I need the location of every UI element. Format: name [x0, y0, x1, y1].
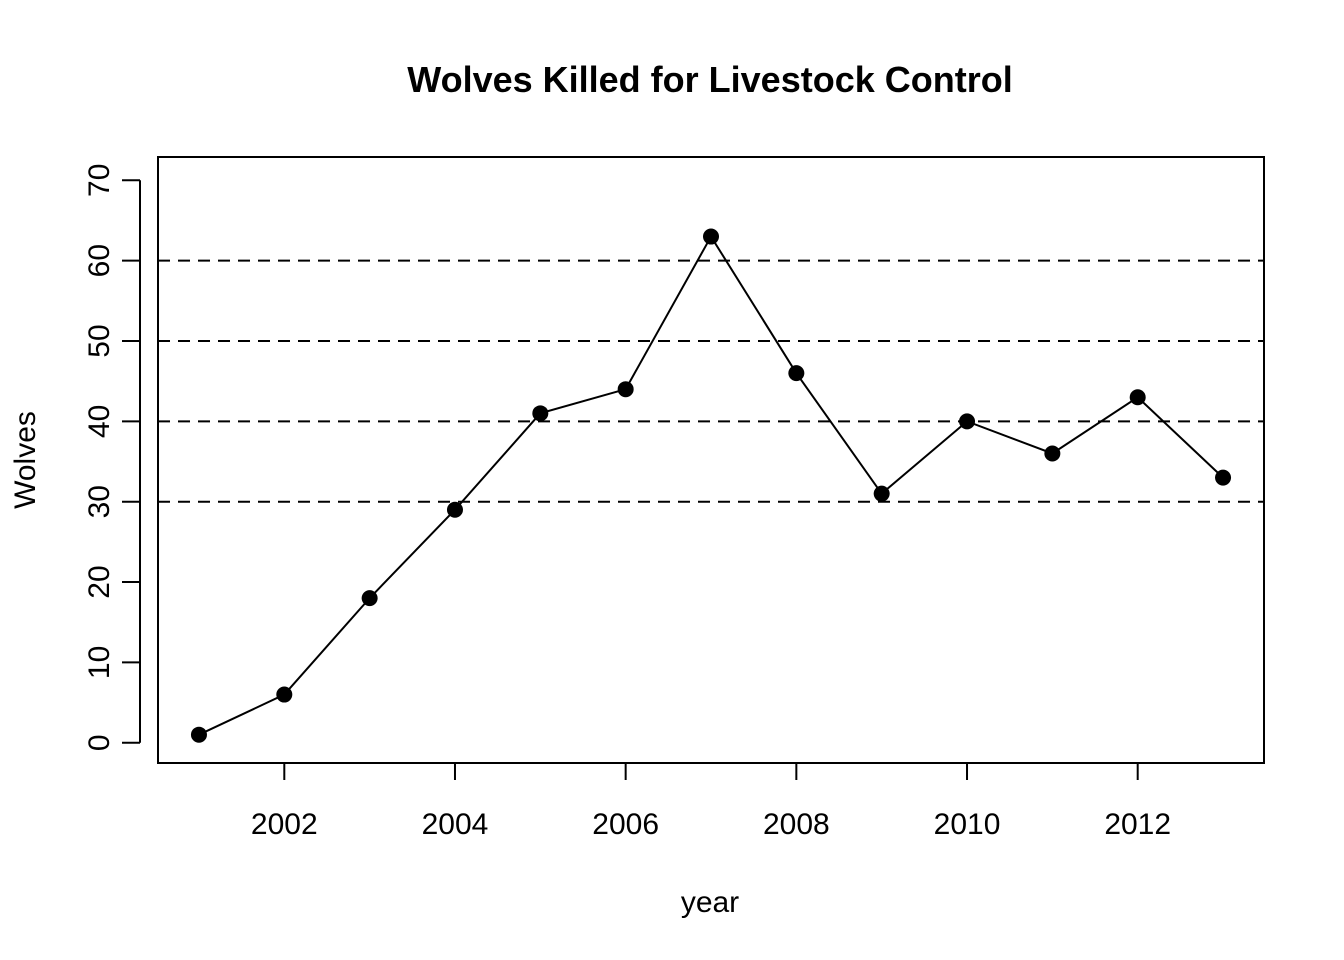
data-point: [617, 381, 634, 398]
data-point: [959, 413, 976, 430]
y-tick-label: 70: [83, 164, 116, 197]
y-axis: 0 10 20 30 40 50 60 70: [83, 164, 141, 751]
y-tick-label: 50: [83, 324, 116, 357]
series-line: [198, 234, 1224, 736]
x-tick-label: 2008: [763, 808, 830, 841]
data-point: [703, 228, 719, 245]
data-point: [276, 686, 293, 703]
x-tick-label: 2010: [934, 808, 1001, 841]
data-point: [361, 590, 378, 607]
data-point: [190, 726, 207, 743]
y-tick-label: 0: [83, 734, 116, 751]
data-point: [788, 365, 805, 382]
x-tick-label: 2004: [422, 808, 489, 841]
x-axis-label: year: [681, 886, 739, 919]
x-tick-label: 2006: [592, 808, 659, 841]
x-tick-label: 2012: [1104, 808, 1171, 841]
plot-frame: [157, 156, 1265, 764]
y-tick-label: 60: [83, 244, 116, 277]
data-point: [446, 501, 463, 518]
y-tick-label: 20: [83, 565, 116, 598]
x-axis: 2002 2004 2006 2008 2010 2012: [251, 763, 1171, 841]
series: [190, 228, 1232, 743]
data-point: [1044, 445, 1061, 462]
data-point: [1215, 469, 1232, 486]
data-point: [873, 485, 890, 502]
chart-title: Wolves Killed for Livestock Control: [407, 59, 1012, 100]
y-axis-label: Wolves: [9, 411, 42, 509]
y-tick-label: 30: [83, 485, 116, 518]
reference-lines: [158, 259, 1264, 503]
data-point: [1129, 389, 1146, 406]
y-tick-label: 40: [83, 405, 116, 438]
x-tick-label: 2002: [251, 808, 318, 841]
y-tick-label: 10: [83, 646, 116, 679]
data-point: [532, 405, 549, 422]
